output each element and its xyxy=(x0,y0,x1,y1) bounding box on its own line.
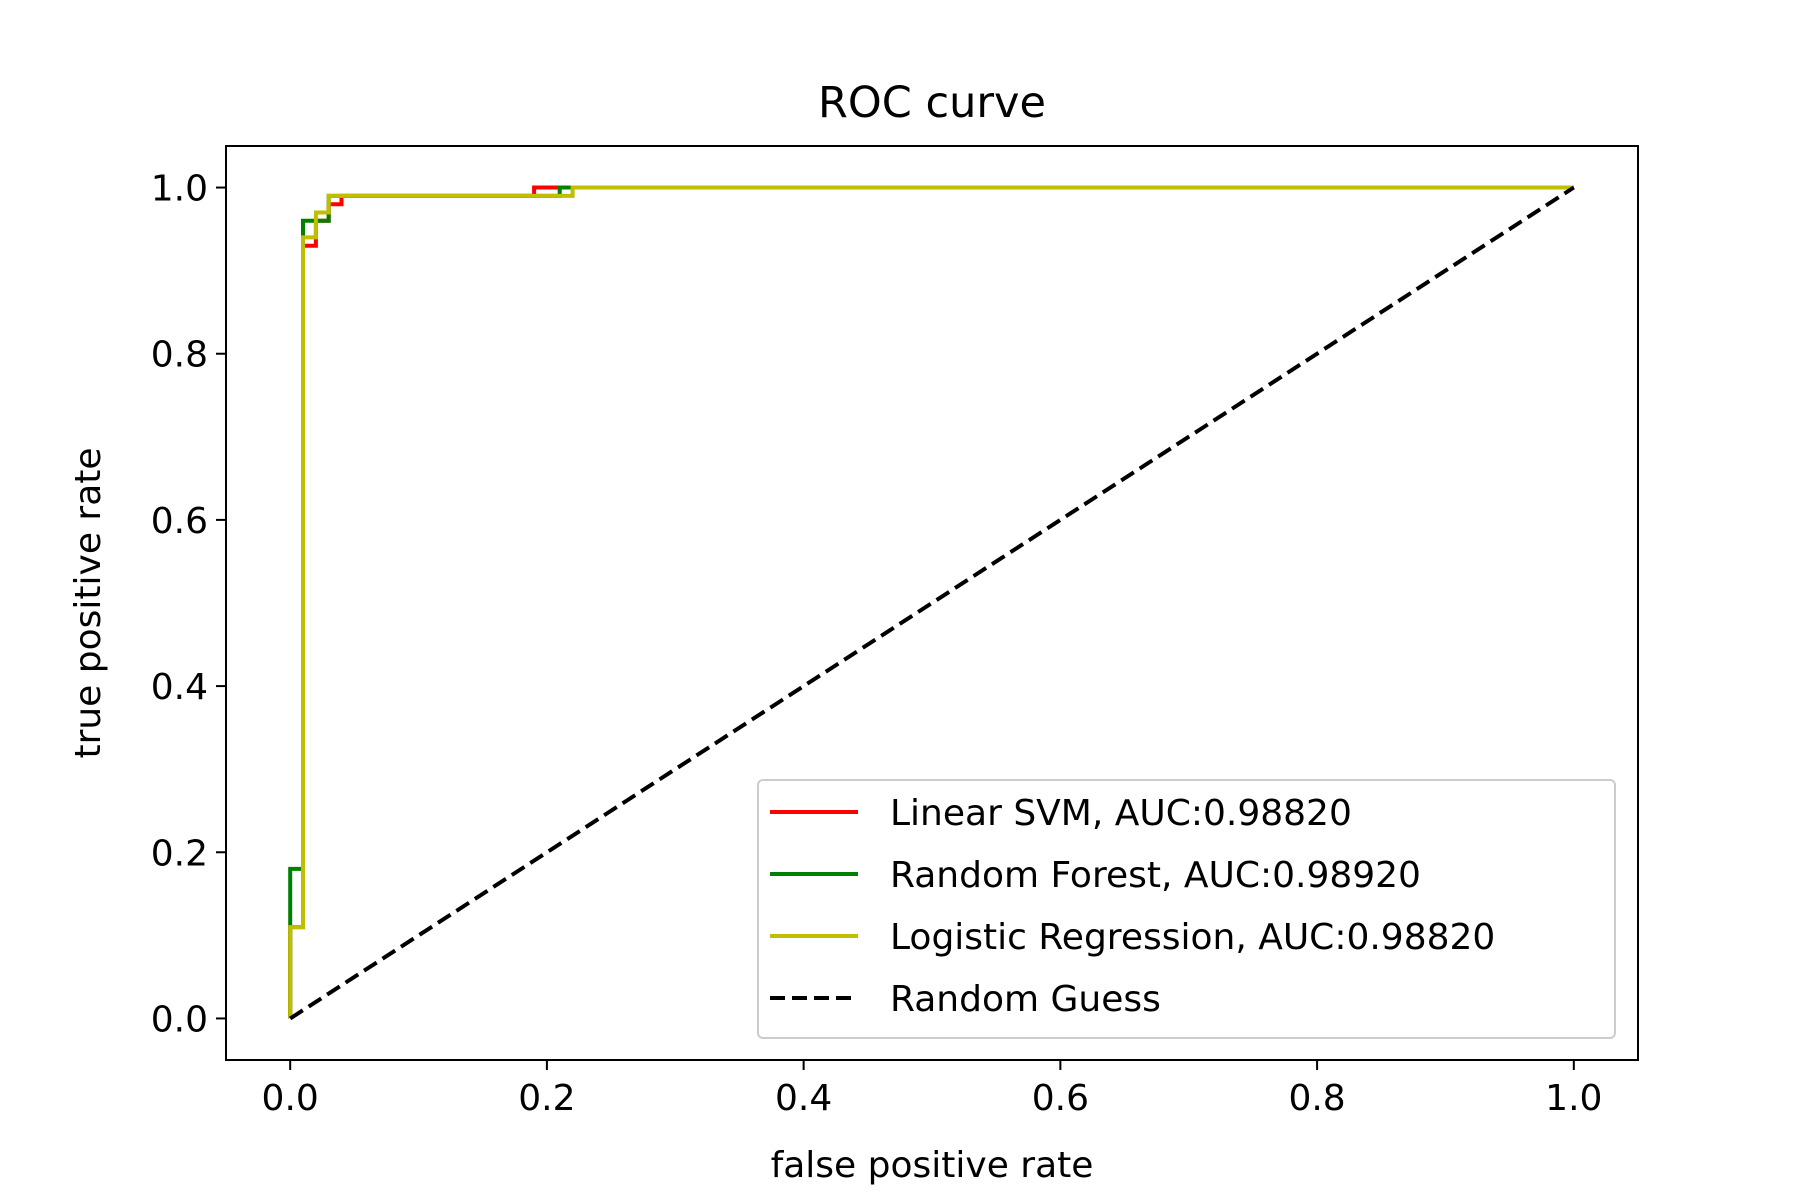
x-tick-label: 0.2 xyxy=(518,1078,575,1119)
y-tick-label: 0.6 xyxy=(151,501,208,542)
legend-label: Linear SVM, AUC:0.98820 xyxy=(890,793,1352,834)
legend-label: Logistic Regression, AUC:0.98820 xyxy=(890,917,1495,958)
x-axis-label: false positive rate xyxy=(771,1145,1094,1186)
x-tick-label: 0.4 xyxy=(775,1078,832,1119)
x-tick-label: 1.0 xyxy=(1545,1078,1602,1119)
chart-title: ROC curve xyxy=(818,78,1046,128)
y-axis-label: true positive rate xyxy=(68,447,109,758)
series-line-3 xyxy=(289,185,1575,1021)
legend-label: Random Forest, AUC:0.98920 xyxy=(890,855,1421,896)
series-line-1 xyxy=(288,185,1574,1019)
y-tick-label: 1.0 xyxy=(151,169,208,210)
legend: Linear SVM, AUC:0.98820 Random Forest, AU… xyxy=(757,779,1616,1039)
y-tick-label: 0.0 xyxy=(151,999,208,1040)
y-tick-label: 0.4 xyxy=(151,667,208,708)
x-tick-label: 0.0 xyxy=(262,1078,319,1119)
axes-frame xyxy=(225,145,1639,1061)
series-line-2 xyxy=(288,185,1574,1019)
x-tick-label: 0.6 xyxy=(1032,1078,1089,1119)
y-tick-label: 0.8 xyxy=(151,335,208,376)
y-tick-label: 0.2 xyxy=(151,833,208,874)
y-axis: 0.0 0.2 0.4 0.6 0.8 1.0 xyxy=(151,169,226,1040)
x-tick-label: 0.8 xyxy=(1288,1078,1345,1119)
x-axis: 0.0 0.2 0.4 0.6 0.8 1.0 xyxy=(262,1060,1602,1119)
plot-area xyxy=(225,145,1639,1061)
series-layer xyxy=(288,185,1575,1021)
legend-label: Random Guess xyxy=(890,979,1161,1020)
legend-frame xyxy=(757,779,1616,1039)
